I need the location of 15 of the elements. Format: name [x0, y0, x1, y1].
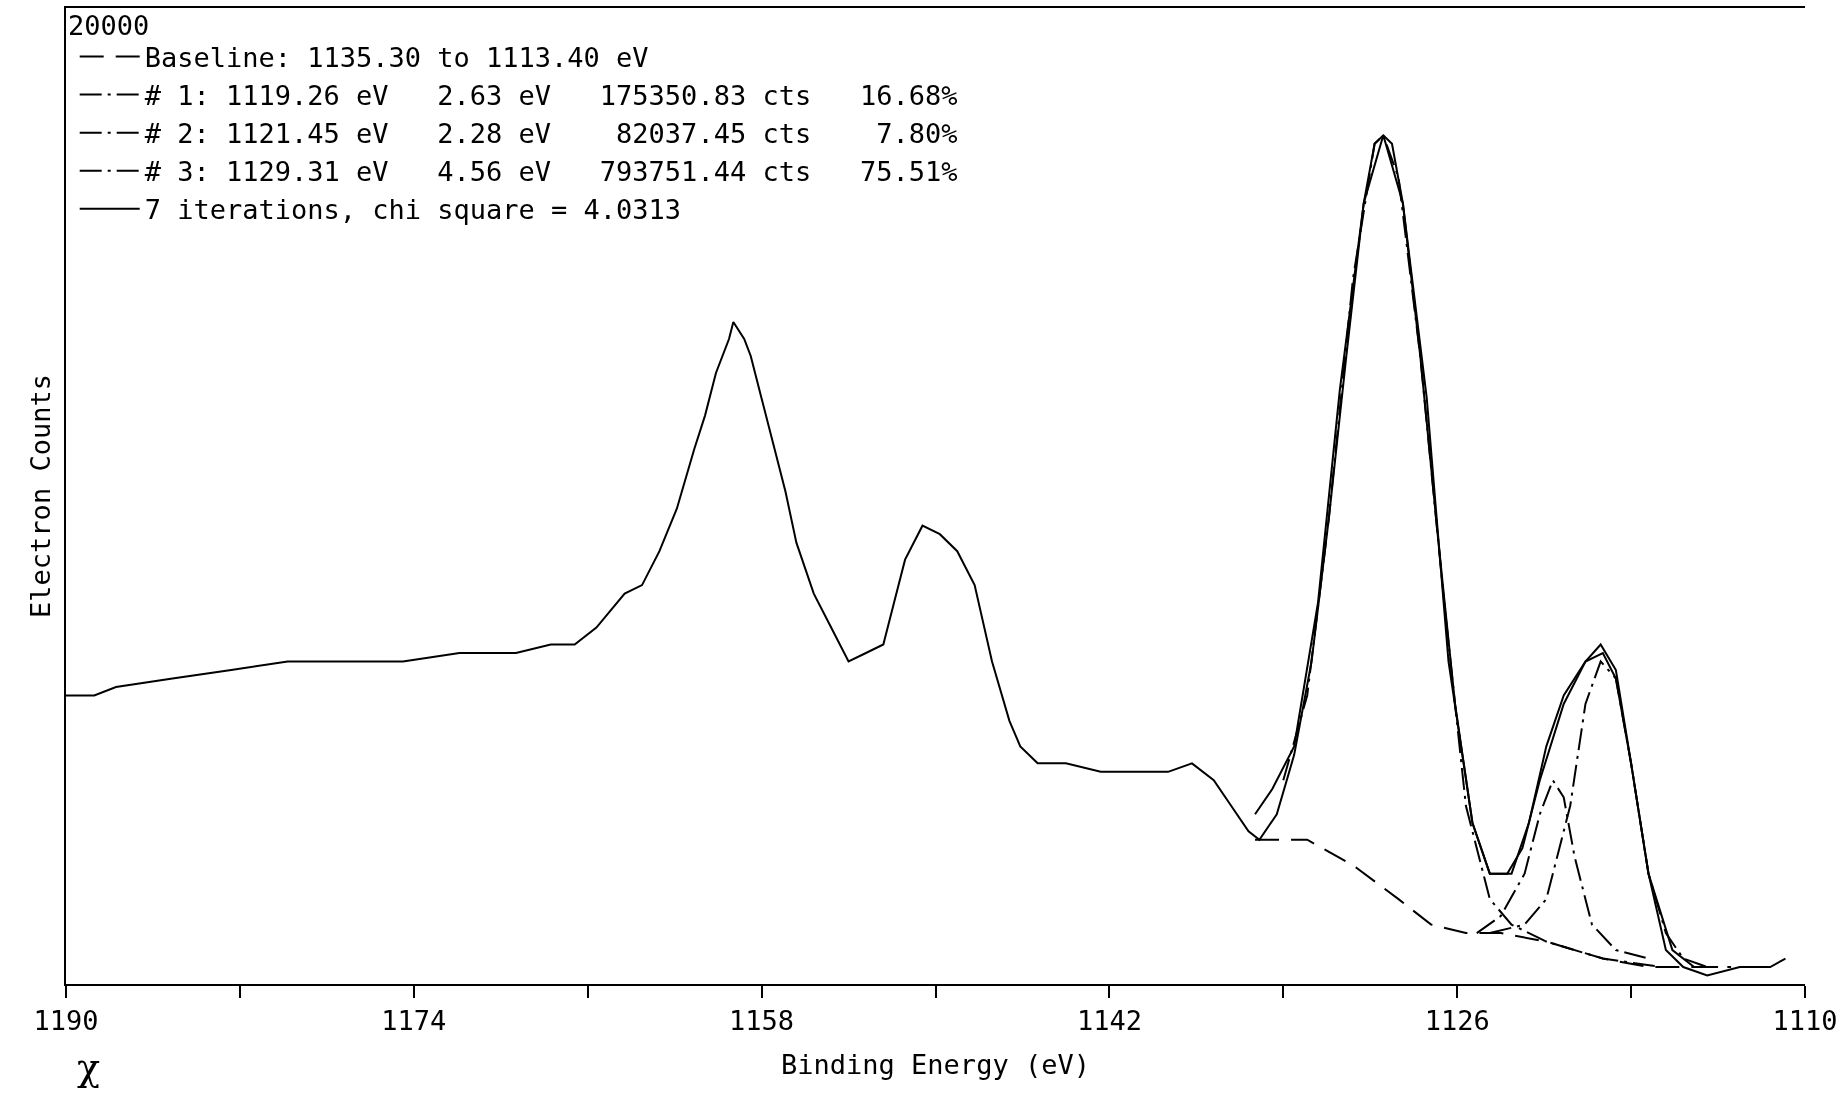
x-tick-label: 1142	[1076, 1005, 1142, 1037]
text: 20000	[68, 10, 150, 41]
legend-label: # 1: 1119.26 eV 2.63 eV 175350.83 cts 16.68%	[144, 80, 958, 112]
x-tick-label: 1158	[729, 1005, 795, 1037]
legend-label: # 3: 1129.31 eV 4.56 eV 793751.44 cts 75.51%	[144, 156, 958, 188]
x-axis-title: Binding Energy (eV)	[781, 1049, 1090, 1081]
legend-label: # 2: 1121.45 eV 2.28 eV 82037.45 cts 7.80%	[144, 118, 958, 150]
y-axis-title: Electron Counts	[24, 374, 56, 618]
legend-label: 7 iterations, chi square = 4.0313	[144, 194, 682, 226]
legend-label: Baseline: 1135.30 to 1113.40 eV	[144, 41, 649, 73]
x-tick-label: 1174	[381, 1005, 447, 1037]
x-tick-label: 1110	[1772, 1005, 1838, 1037]
text: χ	[77, 1045, 101, 1089]
x-tick-label: 1126	[1424, 1005, 1490, 1037]
x-tick-label: 1190	[33, 1005, 99, 1037]
